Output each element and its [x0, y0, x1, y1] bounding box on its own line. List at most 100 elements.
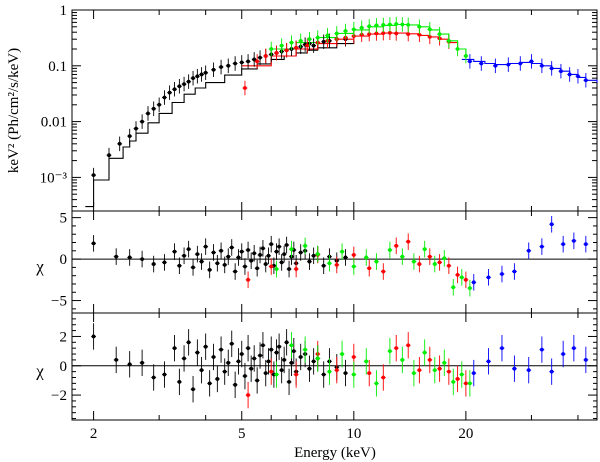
data-point	[255, 266, 260, 271]
data-point	[91, 334, 96, 339]
data-point	[140, 360, 145, 365]
data-point	[315, 356, 320, 361]
data-point	[182, 253, 186, 258]
data-point	[162, 260, 167, 265]
data-point	[394, 22, 399, 26]
data-point	[258, 353, 262, 358]
data-point	[381, 269, 386, 274]
data-point	[422, 350, 427, 355]
y-tick-label: 0.1	[48, 59, 67, 75]
data-point	[394, 346, 399, 351]
x-axis-title: Energy (keV)	[294, 445, 376, 461]
data-point	[411, 371, 416, 375]
data-point	[279, 43, 284, 48]
data-point	[246, 393, 250, 397]
data-point	[455, 272, 460, 277]
data-point	[417, 368, 422, 373]
data-point	[427, 358, 432, 362]
data-point	[576, 74, 580, 79]
data-point	[446, 263, 451, 268]
data-point	[182, 82, 186, 86]
data-point	[351, 253, 356, 257]
data-point	[226, 63, 231, 68]
data-point	[195, 74, 200, 79]
data-point	[284, 243, 289, 247]
data-point	[151, 262, 156, 266]
data-point	[177, 379, 182, 384]
data-point	[282, 252, 287, 257]
data-point	[571, 238, 576, 243]
data-point	[303, 243, 308, 248]
y-tick-label: 0.01	[41, 115, 67, 131]
data-point	[387, 248, 392, 252]
data-point	[162, 372, 167, 377]
data-point	[455, 377, 460, 381]
data-point	[236, 359, 241, 364]
data-point	[140, 257, 145, 261]
data-point	[146, 111, 150, 116]
data-point	[506, 62, 511, 67]
data-point	[277, 244, 282, 249]
data-point	[467, 381, 472, 386]
data-point	[274, 372, 279, 377]
data-point	[233, 61, 238, 66]
data-point	[219, 248, 223, 253]
panel-spectrum: 1 0.1 0.01 10⁻³ keV² (Ph/cm²/s/keV)	[6, 3, 598, 212]
data-point	[539, 244, 544, 249]
data-point	[255, 59, 260, 64]
data-point	[486, 275, 491, 280]
data-point	[340, 352, 344, 356]
data-point	[134, 126, 138, 131]
data-point	[219, 65, 223, 69]
data-point	[367, 32, 372, 36]
data-point	[311, 253, 316, 258]
residuals-1-y-axis-title: χ	[35, 257, 44, 276]
data-point	[203, 70, 208, 75]
data-point	[252, 57, 257, 62]
data-point	[289, 343, 294, 348]
data-point	[471, 371, 476, 375]
data-point	[222, 369, 227, 374]
data-point	[340, 249, 344, 254]
data-point	[269, 369, 274, 374]
data-point	[442, 256, 447, 261]
data-point	[246, 59, 250, 64]
data-point	[263, 371, 268, 375]
data-point	[252, 356, 257, 361]
data-point	[274, 249, 279, 254]
residuals-1-frame	[71, 210, 598, 314]
data-point	[327, 261, 332, 266]
data-point	[351, 355, 356, 359]
data-point	[561, 242, 566, 247]
data-point	[315, 252, 320, 257]
data-point	[211, 250, 216, 255]
data-point	[229, 245, 234, 250]
data-point	[203, 344, 208, 349]
residuals-2-series_4	[471, 334, 589, 387]
data-point	[294, 267, 299, 271]
data-point	[387, 349, 392, 354]
panel-residuals-2: 2 0 −2 χ	[35, 312, 598, 421]
data-point	[432, 368, 437, 373]
data-point	[583, 78, 588, 83]
data-point	[186, 247, 191, 252]
data-point	[321, 39, 326, 44]
data-point	[526, 248, 531, 253]
data-point	[417, 24, 422, 29]
data-point	[207, 381, 212, 386]
data-point	[263, 54, 268, 58]
data-point	[427, 34, 432, 39]
data-point	[284, 48, 289, 53]
data-point	[269, 47, 274, 51]
data-point	[400, 22, 405, 27]
data-point	[549, 369, 554, 374]
data-point	[284, 340, 289, 345]
data-point	[427, 27, 432, 32]
data-point	[381, 31, 386, 36]
data-point	[512, 269, 517, 274]
data-point	[199, 368, 204, 373]
data-point	[463, 381, 468, 386]
data-point	[107, 153, 111, 158]
data-point	[279, 368, 284, 373]
